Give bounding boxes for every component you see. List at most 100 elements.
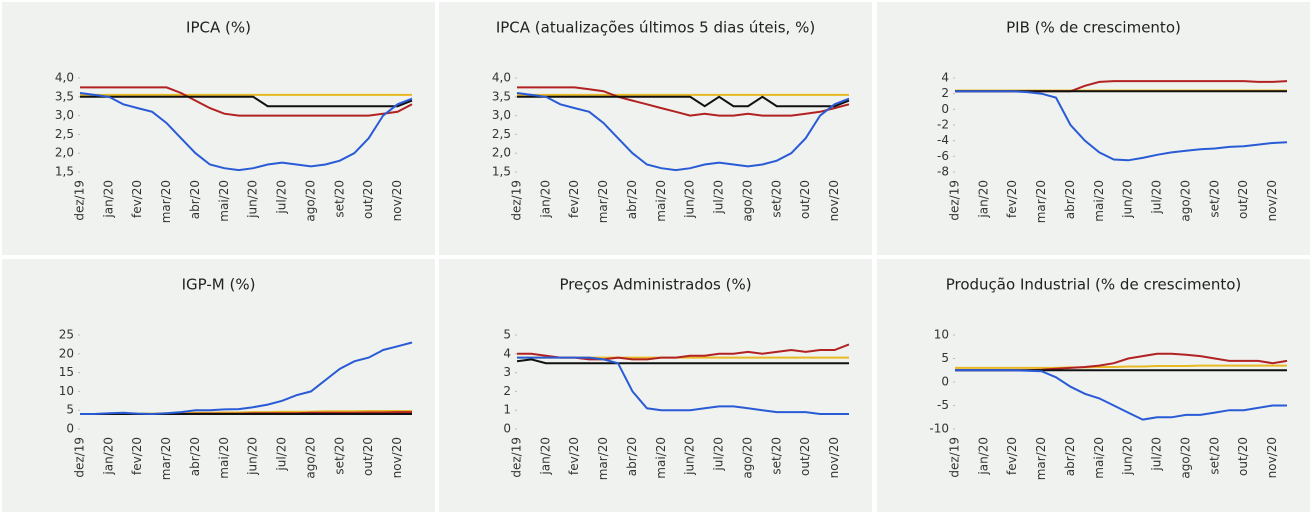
- x-tick-label: nov/20: [827, 180, 841, 221]
- y-tick-label: 2: [503, 384, 511, 398]
- chart-title: Preços Administrados (%): [559, 276, 751, 294]
- x-tick-label: set/20: [1207, 437, 1221, 475]
- y-tick-label: 10: [934, 328, 949, 342]
- y-tick-label: 20: [59, 346, 74, 360]
- x-tick-label: ago/20: [1178, 180, 1192, 222]
- x-tick-label: fev/20: [567, 437, 581, 475]
- x-tick-label: dez/19: [948, 437, 962, 478]
- y-tick-label: 0: [941, 375, 949, 389]
- y-tick-label: 5: [503, 328, 511, 342]
- chart-panel: Produção Industrial (% de crescimento) -1…: [877, 259, 1310, 512]
- x-tick-label: dez/19: [73, 180, 87, 221]
- chart-title: IPCA (%): [186, 19, 251, 37]
- x-tick-label: abr/20: [188, 180, 202, 219]
- x-tick-label: dez/19: [510, 437, 524, 478]
- x-tick-label: jul/20: [275, 437, 289, 472]
- x-tick-label: jun/20: [1121, 437, 1135, 476]
- x-tick-label: jun/20: [246, 180, 260, 219]
- x-tick-label: nov/20: [1265, 180, 1279, 221]
- x-tick-label: dez/19: [948, 180, 962, 221]
- y-tick-label: 2,0: [55, 146, 74, 160]
- x-tick-label: set/20: [769, 180, 783, 218]
- y-tick-label: 0: [941, 102, 949, 116]
- panel-background: [2, 259, 435, 512]
- series-line: [517, 95, 850, 108]
- y-tick-label: 25: [59, 328, 74, 342]
- x-tick-label: jan/20: [101, 180, 115, 219]
- y-tick-label: 4: [941, 71, 949, 85]
- y-tick-label: 5: [66, 403, 74, 417]
- y-tick-label: 2: [941, 86, 949, 100]
- y-tick-label: 0: [66, 422, 74, 436]
- x-tick-label: out/20: [798, 437, 812, 476]
- x-tick-label: jul/20: [1150, 437, 1164, 472]
- y-tick-label: 1: [503, 403, 511, 417]
- x-tick-label: out/20: [361, 437, 375, 476]
- x-tick-label: jun/20: [246, 437, 260, 476]
- x-tick-label: mai/20: [654, 180, 668, 222]
- x-tick-label: mar/20: [1034, 437, 1048, 480]
- panel-background: [439, 259, 872, 512]
- x-tick-label: jan/20: [976, 180, 990, 219]
- y-tick-label: -4: [937, 133, 949, 147]
- x-tick-label: ago/20: [740, 180, 754, 222]
- x-tick-label: ago/20: [1178, 437, 1192, 479]
- y-tick-label: -5: [937, 398, 949, 412]
- x-tick-label: mar/20: [159, 437, 173, 480]
- series-line: [955, 90, 1288, 162]
- x-tick-label: mai/20: [217, 437, 231, 479]
- y-tick-label: 15: [59, 365, 74, 379]
- y-tick-label: 2,0: [492, 146, 511, 160]
- y-tick-label: 0: [503, 422, 511, 436]
- series-line: [79, 92, 413, 172]
- panel-background: [877, 259, 1310, 512]
- y-tick-label: 3,0: [55, 108, 74, 122]
- y-tick-label: -6: [937, 149, 949, 163]
- y-tick-label: 2,5: [492, 127, 511, 141]
- x-tick-label: jul/20: [712, 437, 726, 472]
- series-line: [517, 356, 849, 415]
- chart-panel: IPCA (%) 1,5 2,0 2,5 3,0 3,5 4,0 dez/19 jan/20 fe…: [2, 2, 435, 255]
- chart-panel: IGP-M (%) 0 5 10 15 20 25 dez/19 jan/20 fev/20 mar…: [2, 259, 435, 512]
- panel-background: [439, 2, 872, 255]
- y-tick-label: 1,5: [492, 165, 511, 179]
- series-line: [80, 341, 413, 416]
- series-line: [955, 369, 1287, 421]
- y-tick-label: 3,0: [492, 108, 511, 122]
- x-tick-label: fev/20: [130, 180, 144, 218]
- y-tick-label: 3,5: [492, 89, 511, 103]
- x-tick-label: abr/20: [1063, 180, 1077, 219]
- panel-background: [877, 2, 1310, 255]
- y-tick-label: -8: [937, 165, 949, 179]
- x-tick-label: mar/20: [596, 180, 610, 223]
- chart-title: Produção Industrial (% de crescimento): [946, 276, 1242, 294]
- x-tick-label: mai/20: [654, 437, 668, 479]
- chart-title: PIB (% de crescimento): [1006, 19, 1181, 37]
- chart-panel: PIB (% de crescimento) -8 -6 -4-2 0 24 dez/19 j…: [877, 2, 1310, 255]
- chart-title: IPCA (atualizações últimos 5 dias úteis,…: [496, 19, 815, 37]
- x-tick-label: jul/20: [712, 180, 726, 215]
- x-tick-label: jun/20: [683, 437, 697, 476]
- series-line: [516, 92, 850, 172]
- x-tick-label: mai/20: [1092, 180, 1106, 222]
- x-tick-label: abr/20: [1063, 437, 1077, 476]
- x-tick-label: jul/20: [275, 180, 289, 215]
- x-tick-label: nov/20: [390, 180, 404, 221]
- x-tick-label: mai/20: [217, 180, 231, 222]
- y-tick-label: 2,5: [55, 127, 74, 141]
- y-tick-label: 3,5: [55, 89, 74, 103]
- x-tick-label: set/20: [769, 437, 783, 475]
- x-tick-label: fev/20: [1005, 437, 1019, 475]
- series-line: [517, 86, 850, 117]
- y-tick-label: -2: [937, 118, 949, 132]
- x-tick-label: fev/20: [130, 437, 144, 475]
- x-tick-label: jan/20: [976, 437, 990, 476]
- x-tick-label: mar/20: [159, 180, 173, 223]
- x-tick-label: jul/20: [1150, 180, 1164, 215]
- y-tick-label: 4: [503, 346, 511, 360]
- x-tick-label: dez/19: [510, 180, 524, 221]
- x-tick-label: set/20: [332, 180, 346, 218]
- y-tick-label: 10: [59, 384, 74, 398]
- x-tick-label: jan/20: [101, 437, 115, 476]
